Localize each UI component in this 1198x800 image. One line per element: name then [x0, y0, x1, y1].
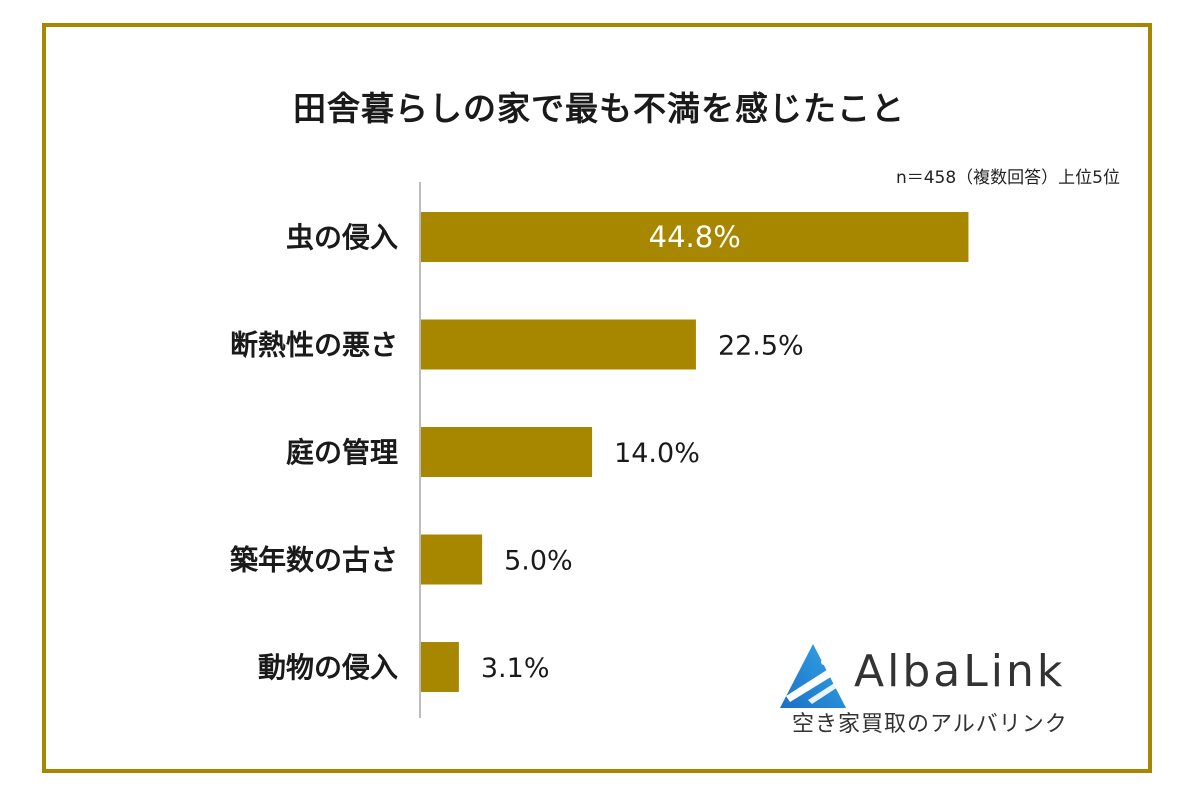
bar-3 — [421, 427, 593, 477]
bar-1 — [421, 212, 969, 262]
albalink-logo-icon — [780, 644, 846, 708]
value-label-5: 3.1% — [481, 653, 550, 684]
logo-wordmark: AlbaLink — [854, 646, 1066, 697]
value-label-1: 44.8% — [649, 220, 741, 254]
category-label-3: 庭の管理 — [286, 436, 398, 469]
chart-frame — [42, 23, 1152, 773]
logo-subtitle: 空き家買取のアルバリンク — [792, 712, 1068, 737]
category-label-5: 動物の侵入 — [258, 651, 398, 684]
category-label-4: 築年数の古さ — [229, 544, 398, 577]
value-label-3: 14.0% — [614, 438, 700, 469]
value-label-4: 5.0% — [504, 546, 573, 577]
category-label-2: 断熱性の悪さ — [230, 329, 398, 362]
albalink-logo: AlbaLink 空き家買取のアルバリンク — [778, 640, 1118, 750]
value-label-2: 22.5% — [718, 331, 804, 362]
chart-title: 田舎暮らしの家で最も不満を感じたこと — [293, 89, 905, 128]
bar-4 — [421, 534, 483, 585]
bar-5 — [421, 642, 459, 692]
bars-group: 虫の侵入 44.8% 断熱性の悪さ 22.5% 庭の管理 14.0% 築年数の古さ 5.0% 動… — [229, 212, 969, 692]
category-label-1: 虫の侵入 — [286, 221, 398, 254]
bar-2 — [421, 319, 696, 370]
sample-note: n＝458（複数回答）上位5位 — [895, 168, 1120, 188]
